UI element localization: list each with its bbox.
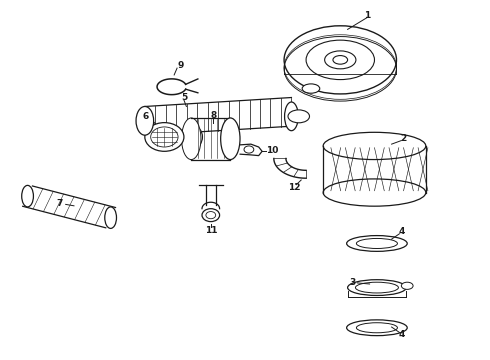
Ellipse shape (145, 123, 184, 151)
Text: 7: 7 (56, 199, 63, 208)
Ellipse shape (182, 118, 201, 159)
Ellipse shape (346, 320, 407, 336)
Circle shape (244, 146, 254, 153)
Ellipse shape (285, 102, 298, 131)
Ellipse shape (220, 118, 240, 159)
Ellipse shape (302, 84, 320, 93)
Ellipse shape (346, 235, 407, 251)
Ellipse shape (347, 280, 406, 296)
Ellipse shape (22, 185, 33, 207)
Text: 4: 4 (398, 330, 405, 339)
Circle shape (202, 209, 220, 222)
Text: 2: 2 (401, 134, 407, 143)
Text: 11: 11 (204, 226, 217, 235)
Ellipse shape (284, 26, 396, 94)
Text: 9: 9 (177, 61, 184, 70)
Ellipse shape (185, 126, 202, 148)
Ellipse shape (323, 132, 426, 159)
Ellipse shape (105, 207, 117, 228)
Text: 12: 12 (288, 183, 300, 192)
Text: 1: 1 (364, 10, 370, 19)
Text: 4: 4 (398, 228, 405, 237)
Text: 10: 10 (266, 146, 278, 155)
Ellipse shape (288, 110, 310, 123)
Ellipse shape (401, 282, 413, 289)
Text: 5: 5 (181, 93, 187, 102)
Text: 8: 8 (210, 111, 217, 120)
Ellipse shape (136, 107, 154, 135)
Text: 3: 3 (349, 278, 356, 287)
Text: 6: 6 (143, 112, 149, 121)
